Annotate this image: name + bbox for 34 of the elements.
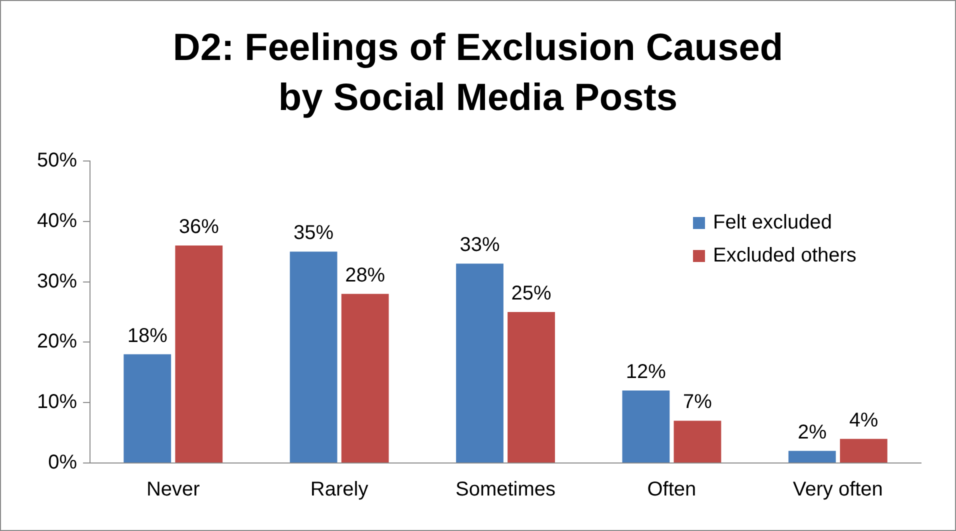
data-label: 28% <box>345 264 386 286</box>
data-label: 36% <box>178 216 220 238</box>
x-tick-label: Often <box>647 478 696 501</box>
data-label: 25% <box>511 282 552 305</box>
data-label: 33% <box>460 234 500 256</box>
y-tick-label: 0% <box>48 452 78 474</box>
data-label: 18% <box>127 324 168 347</box>
bar <box>674 420 722 462</box>
legend-label: Felt excluded <box>713 212 832 234</box>
bar <box>622 390 670 462</box>
bar <box>175 246 223 462</box>
data-label: 35% <box>294 222 334 244</box>
y-tick-label: 10% <box>37 391 78 414</box>
bar <box>788 450 836 462</box>
data-label: 7% <box>683 391 712 414</box>
bar <box>840 438 888 462</box>
bar <box>290 252 338 462</box>
x-tick-label: Never <box>146 478 200 501</box>
data-label: 12% <box>626 361 666 384</box>
y-tick-label: 50% <box>37 150 78 172</box>
x-tick-label: Very often <box>792 478 883 501</box>
y-tick-label: 40% <box>37 210 78 232</box>
bar <box>341 294 389 462</box>
y-tick-label: 30% <box>37 270 78 292</box>
chart-title: D2: Feelings of Exclusion Caused by Social Media Posts <box>172 26 784 121</box>
y-tick-label: 20% <box>37 330 78 353</box>
bar <box>508 312 555 462</box>
data-label: 2% <box>798 421 827 444</box>
data-label: 4% <box>849 409 878 432</box>
x-tick-label: Rarely <box>310 478 368 501</box>
x-tick-label: Sometimes <box>456 478 556 501</box>
bar <box>124 354 172 462</box>
legend-label: Excluded others <box>713 244 856 267</box>
bar <box>456 264 504 462</box>
